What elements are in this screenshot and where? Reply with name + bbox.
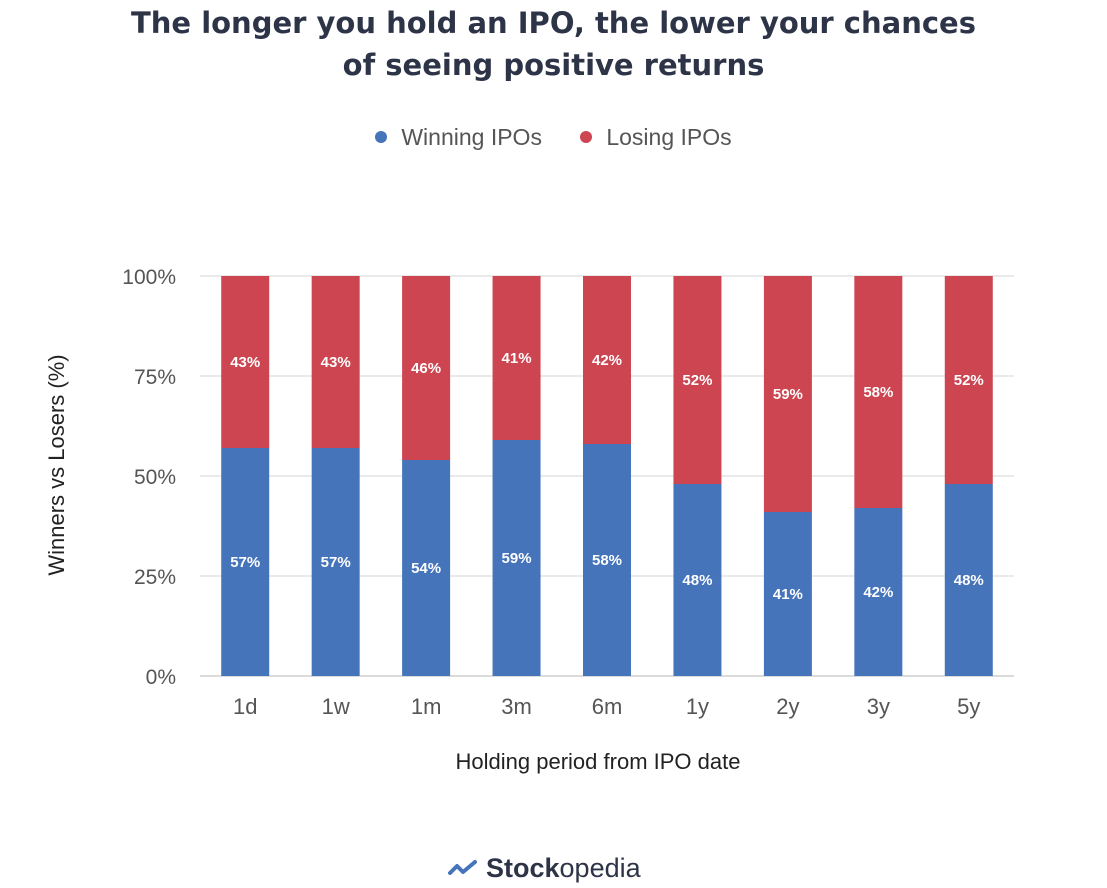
data-label: 59% bbox=[773, 386, 803, 403]
data-label: 59% bbox=[502, 550, 532, 567]
data-label: 42% bbox=[592, 352, 622, 369]
data-label: 46% bbox=[411, 360, 441, 377]
data-label: 58% bbox=[863, 384, 893, 401]
bar-winning bbox=[854, 508, 903, 676]
data-label: 48% bbox=[954, 572, 984, 589]
bar-losing bbox=[854, 276, 903, 508]
x-tick-label: 3m bbox=[501, 694, 532, 719]
legend-label-winning: Winning IPOs bbox=[401, 124, 542, 150]
bar-winning bbox=[673, 484, 722, 676]
x-tick-label: 3y bbox=[867, 694, 890, 719]
legend-item-winning[interactable]: Winning IPOs bbox=[375, 124, 542, 151]
data-label: 52% bbox=[954, 372, 984, 389]
y-tick-label: 100% bbox=[122, 266, 176, 289]
x-tick-label: 1d bbox=[233, 694, 257, 719]
data-label: 43% bbox=[230, 354, 260, 371]
brand-name-rest: opedia bbox=[559, 852, 641, 883]
bar-winning bbox=[944, 484, 993, 676]
legend-marker-winning bbox=[375, 130, 388, 143]
x-tick-label: 5y bbox=[957, 694, 980, 719]
bar-winning bbox=[583, 444, 631, 676]
bar-winning bbox=[763, 512, 812, 676]
bar-winning bbox=[221, 448, 270, 676]
chart-title-line-2: of seeing positive returns bbox=[342, 48, 765, 82]
bar-losing bbox=[402, 276, 451, 460]
data-label: 43% bbox=[321, 354, 351, 371]
brand-name-bold: Stock bbox=[486, 852, 560, 883]
data-label: 58% bbox=[592, 552, 622, 569]
x-tick-label: 1m bbox=[411, 694, 442, 719]
x-axis-ticks: 1d 1w 1m 3m 6m 1y 2y 3y 5y bbox=[233, 694, 980, 719]
bar-winning bbox=[402, 460, 451, 676]
chart-title: The longer you hold an IPO, the lower yo… bbox=[0, 2, 1107, 86]
bar-winning bbox=[492, 440, 541, 676]
x-tick-label: 2y bbox=[776, 694, 799, 719]
bar-losing bbox=[944, 276, 993, 484]
bars: 57% 43% 57% 43% 54% 46% 59% 41% 58% 42% 48% 52% 41% 5… bbox=[221, 276, 993, 676]
y-tick-label: 75% bbox=[134, 366, 176, 389]
chart-title-line-1: The longer you hold an IPO, the lower yo… bbox=[131, 6, 976, 40]
y-tick-label: 50% bbox=[134, 466, 176, 489]
bar-losing bbox=[583, 276, 631, 444]
data-label: 41% bbox=[502, 350, 532, 367]
legend: Winning IPOs Losing IPOs bbox=[0, 124, 1107, 151]
y-tick-label: 0% bbox=[146, 666, 176, 689]
bar-winning bbox=[311, 448, 360, 676]
stacked-bar-chart: 0% 25% 50% 75% 100% 57% 43% 57% 43% 54% 46% 59% 41%… bbox=[44, 266, 1014, 774]
data-label: 54% bbox=[411, 560, 441, 577]
brand-check-icon bbox=[448, 860, 477, 875]
bar-losing bbox=[221, 276, 270, 448]
y-axis-ticks: 0% 25% 50% 75% 100% bbox=[122, 266, 176, 689]
data-label: 57% bbox=[230, 554, 260, 571]
brand-logo: Stockopedia bbox=[448, 848, 641, 888]
data-label: 41% bbox=[773, 586, 803, 603]
bar-losing bbox=[763, 276, 812, 512]
x-tick-label: 1y bbox=[686, 694, 709, 719]
data-label: 52% bbox=[682, 372, 712, 389]
data-label: 57% bbox=[321, 554, 351, 571]
x-tick-label: 1w bbox=[322, 694, 350, 719]
bar-losing bbox=[492, 276, 541, 440]
legend-label-losing: Losing IPOs bbox=[606, 124, 732, 150]
bar-losing bbox=[311, 276, 360, 448]
y-axis-title: Winners vs Losers (%) bbox=[44, 354, 69, 575]
data-label: 42% bbox=[863, 584, 893, 601]
x-axis-title: Holding period from IPO date bbox=[456, 749, 741, 774]
data-label: 48% bbox=[682, 572, 712, 589]
bar-losing bbox=[673, 276, 722, 484]
legend-marker-losing bbox=[580, 130, 593, 143]
brand-name: Stockopedia bbox=[486, 853, 641, 884]
legend-item-losing[interactable]: Losing IPOs bbox=[580, 124, 732, 151]
x-tick-label: 6m bbox=[592, 694, 623, 719]
y-tick-label: 25% bbox=[134, 566, 176, 589]
